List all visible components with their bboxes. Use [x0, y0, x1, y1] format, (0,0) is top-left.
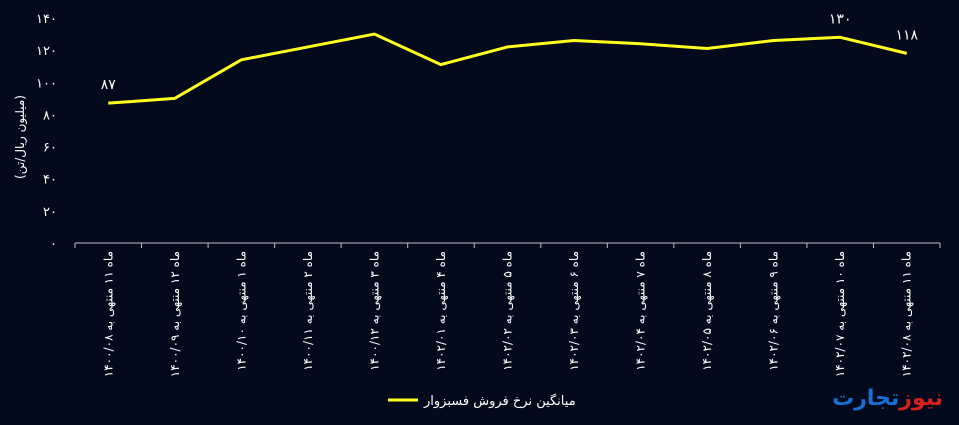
chart-axes — [74, 242, 941, 248]
x-tick-label: ماه ۹ منتهی به ۱۴۰۲/۰۶ — [767, 251, 781, 371]
x-tick-label: ماه ۱۰ منتهی به ۱۴۰۲/۰۷ — [833, 251, 847, 377]
y-axis-ticks: ۰ ۲۰ ۴۰ ۶۰ ۸۰ ۱۰۰ ۱۲۰ ۱۴۰ — [36, 12, 57, 252]
data-labels: ۸۷ ۱۳۰ ۱۱۸ — [101, 11, 919, 93]
brand-logo: نیوزتجارت — [832, 386, 943, 411]
logo-part-2: نیوز — [899, 386, 943, 411]
y-tick-label: ۶۰ — [43, 141, 57, 156]
x-tick-label: ماه ۷ منتهی به ۱۴۰۲/۰۴ — [634, 251, 648, 371]
x-axis-ticks: ماه ۱۱ منتهی به ۱۴۰۰/۰۸ ماه ۱۲ منتهی به ۱… — [101, 251, 913, 377]
x-tick-label: ماه ۶ منتهی به ۱۴۰۲/۰۳ — [567, 251, 581, 371]
data-label: ۱۳۰ — [829, 11, 852, 27]
y-tick-label: ۱۰۰ — [36, 76, 57, 91]
x-tick-label: ماه ۲ منتهی به ۱۴۰۰/۱۱ — [301, 251, 315, 371]
x-tick-label: ماه ۱ منتهی به ۱۴۰۰/۱۰ — [234, 251, 248, 371]
y-tick-label: ۱۲۰ — [36, 44, 57, 59]
y-tick-label: ۲۰ — [43, 205, 57, 220]
y-tick-label: ۱۴۰ — [36, 12, 57, 27]
legend: میانگین نرخ فروش فسبزوار — [388, 393, 576, 409]
x-tick-label: ماه ۱۲ منتهی به ۱۴۰۰/۰۹ — [168, 251, 182, 377]
x-tick-label: ماه ۴ منتهی به ۱۴۰۲/۰۱ — [434, 251, 448, 371]
series-line — [108, 32, 908, 105]
y-tick-label: ۸۰ — [43, 108, 57, 123]
x-tick-label: ماه ۵ منتهی به ۱۴۰۲/۰۲ — [501, 251, 515, 371]
y-tick-label: ۰ — [50, 237, 57, 252]
y-tick-label: ۴۰ — [43, 173, 57, 188]
x-tick-label: ماه ۱۱ منتهی به ۱۴۰۰/۰۸ — [101, 251, 115, 377]
x-tick-label: ماه ۳ منتهی به ۱۴۰۰/۱۲ — [367, 251, 381, 371]
data-label: ۸۷ — [101, 77, 117, 93]
legend-label: میانگین نرخ فروش فسبزوار — [423, 393, 576, 409]
data-label: ۱۱۸ — [895, 27, 918, 43]
x-tick-label: ماه ۱۱ منتهی به ۱۴۰۲/۰۸ — [900, 251, 914, 377]
y-axis-label: (میلیون ریال/تن) — [13, 95, 28, 179]
series-layer — [108, 32, 908, 105]
logo-part-1: تجارت — [832, 386, 900, 411]
x-tick-label: ماه ۸ منتهی به ۱۴۰۲/۰۵ — [700, 251, 714, 371]
